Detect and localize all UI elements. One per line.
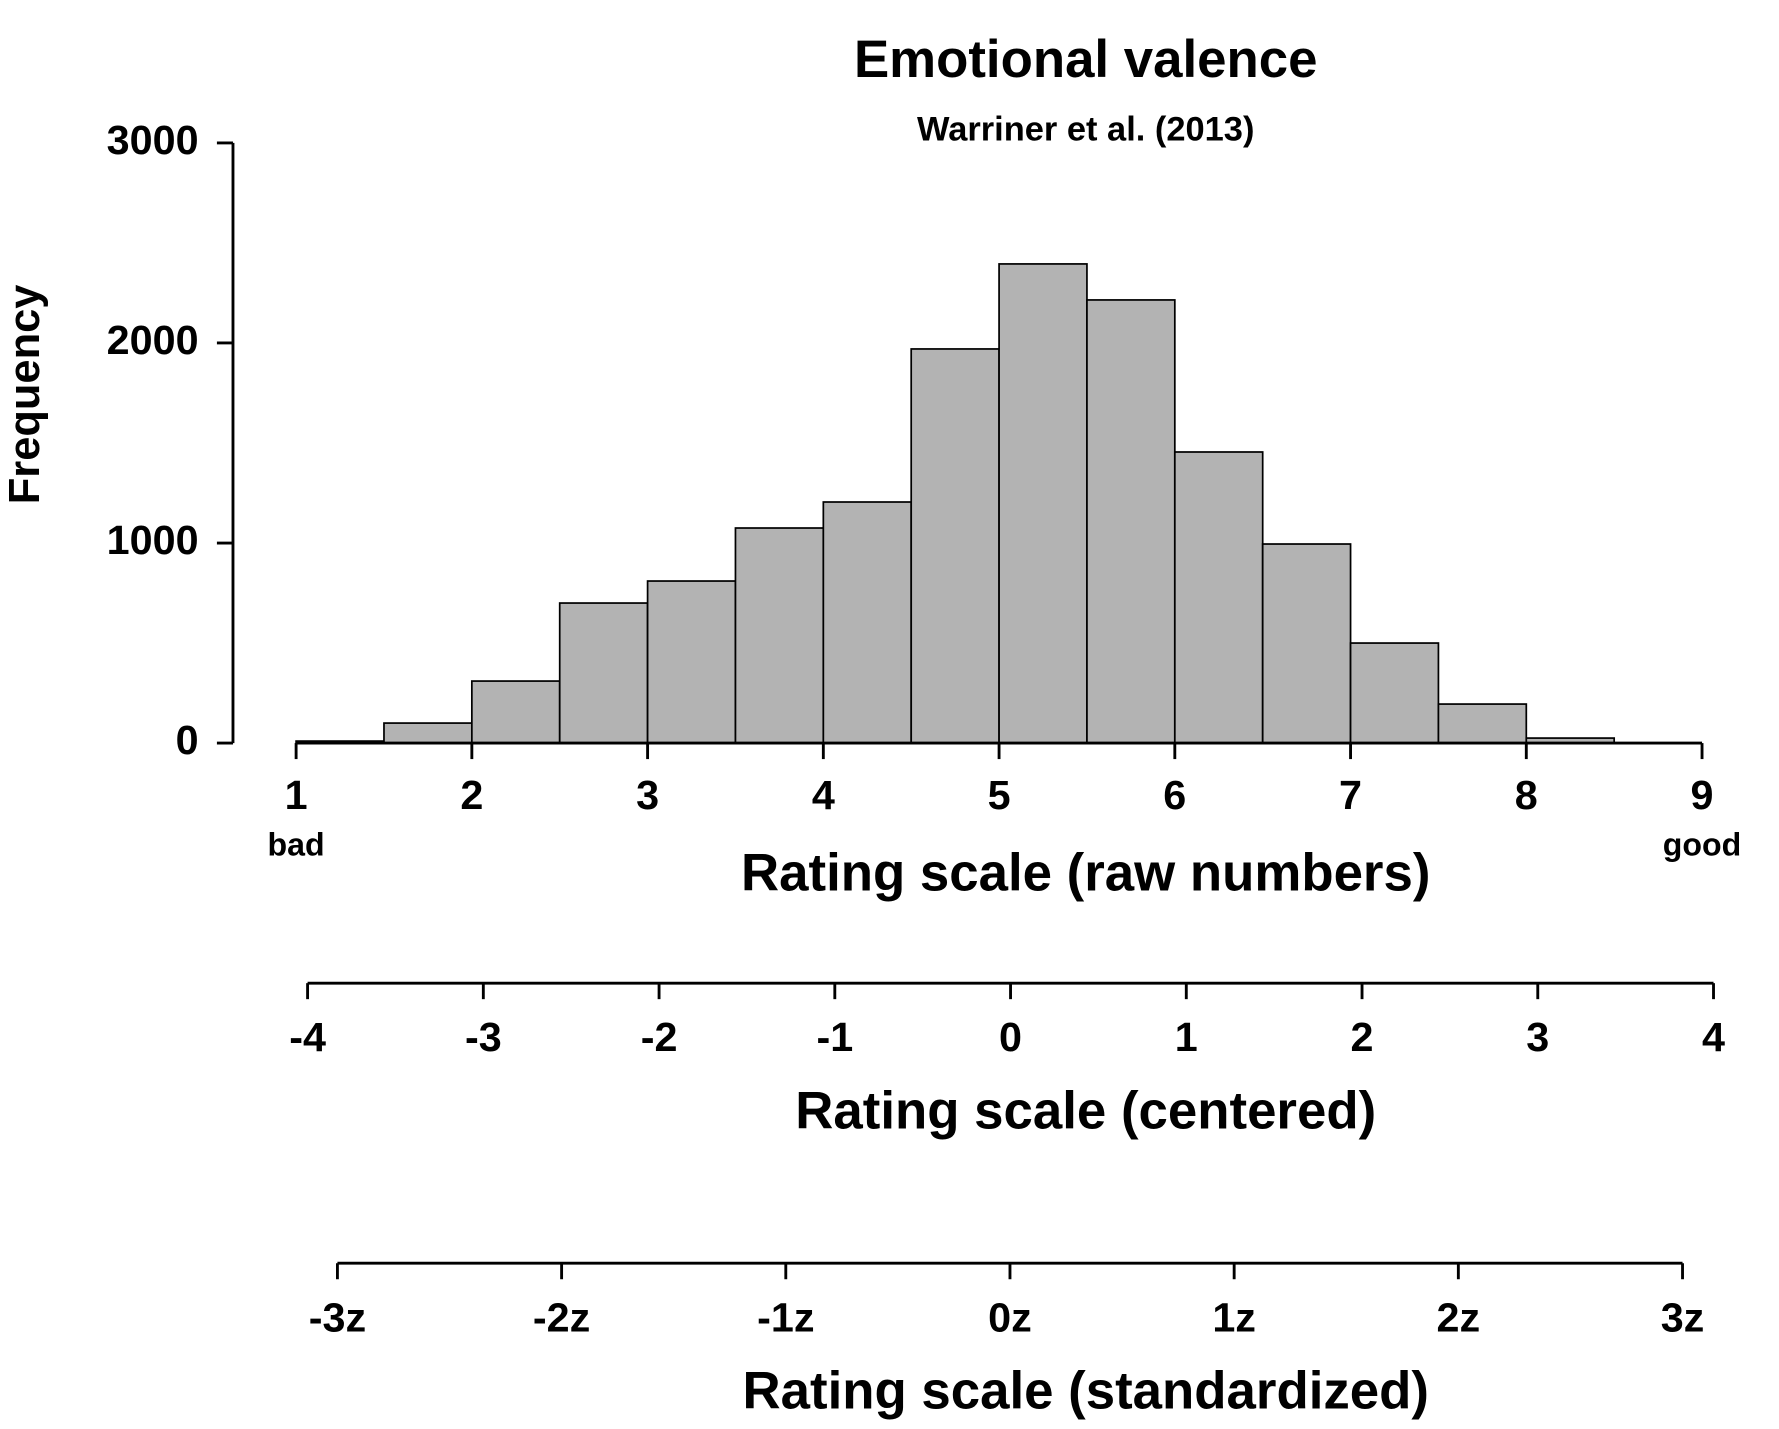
x-end-label: bad [268, 827, 325, 863]
extra-axis-label: Rating scale (centered) [795, 1082, 1376, 1141]
x-tick-label: 1 [285, 772, 308, 818]
bar [1437, 703, 1528, 744]
x-tick-label: 2 [460, 772, 483, 818]
y-axis-label: Frequency [1, 285, 49, 505]
bar [558, 602, 649, 744]
extra-axis-tick-label: 0z [988, 1294, 1032, 1340]
extra-axis-label: Rating scale (standardized) [743, 1362, 1429, 1421]
extra-axis-tick-label: 4 [1702, 1014, 1725, 1060]
extra-axis-tick-label: 1 [1175, 1014, 1198, 1060]
bar [1261, 543, 1352, 744]
chart-title: Emotional valence [854, 30, 1318, 89]
bar [734, 527, 825, 744]
x-tick-label: 4 [812, 772, 835, 818]
x-tick-label: 3 [636, 772, 659, 818]
bar [998, 263, 1088, 744]
bar [1349, 642, 1440, 744]
extra-axis-tick-label: 2z [1437, 1294, 1481, 1340]
y-tick-label: 2000 [107, 317, 199, 363]
extra-axis-tick-label: 2 [1351, 1014, 1374, 1060]
extra-axis-tick-label: -4 [289, 1014, 326, 1060]
y-tick-label: 1000 [107, 517, 199, 563]
extra-axis-tick-label: 1z [1212, 1294, 1256, 1340]
y-tick-label: 3000 [107, 117, 199, 163]
bar [822, 501, 913, 744]
extra-axis-tick-label: -3z [309, 1294, 366, 1340]
extra-axis-tick-label: -1 [816, 1014, 853, 1060]
chart-subtitle: Warriner et al. (2013) [917, 111, 1254, 149]
x-axis-label: Rating scale (raw numbers) [741, 844, 1430, 903]
bar [1086, 299, 1176, 744]
bar [383, 722, 473, 744]
y-tick-label: 0 [176, 717, 199, 763]
x-tick-label: 6 [1163, 772, 1186, 818]
x-tick-label: 9 [1691, 772, 1714, 818]
extra-axis-tick-label: -3 [465, 1014, 502, 1060]
extra-axis-tick-label: 3 [1526, 1014, 1549, 1060]
extra-axis-tick-label: 0 [999, 1014, 1022, 1060]
x-tick-label: 5 [988, 772, 1011, 818]
x-tick-label: 8 [1515, 772, 1538, 818]
x-end-label: good [1663, 827, 1741, 863]
bar [1173, 451, 1264, 744]
extra-axis-tick-label: -1z [757, 1294, 814, 1340]
extra-axis-tick-label: -2 [641, 1014, 678, 1060]
bar [470, 680, 561, 744]
x-tick-label: 7 [1339, 772, 1362, 818]
extra-axis-tick-label: 3z [1661, 1294, 1705, 1340]
bar [646, 580, 737, 744]
plot: Emotional valence Warriner et al. (2013)… [1, 30, 1741, 1421]
extra-axis-tick-label: -2z [533, 1294, 590, 1340]
bar [910, 348, 1000, 744]
